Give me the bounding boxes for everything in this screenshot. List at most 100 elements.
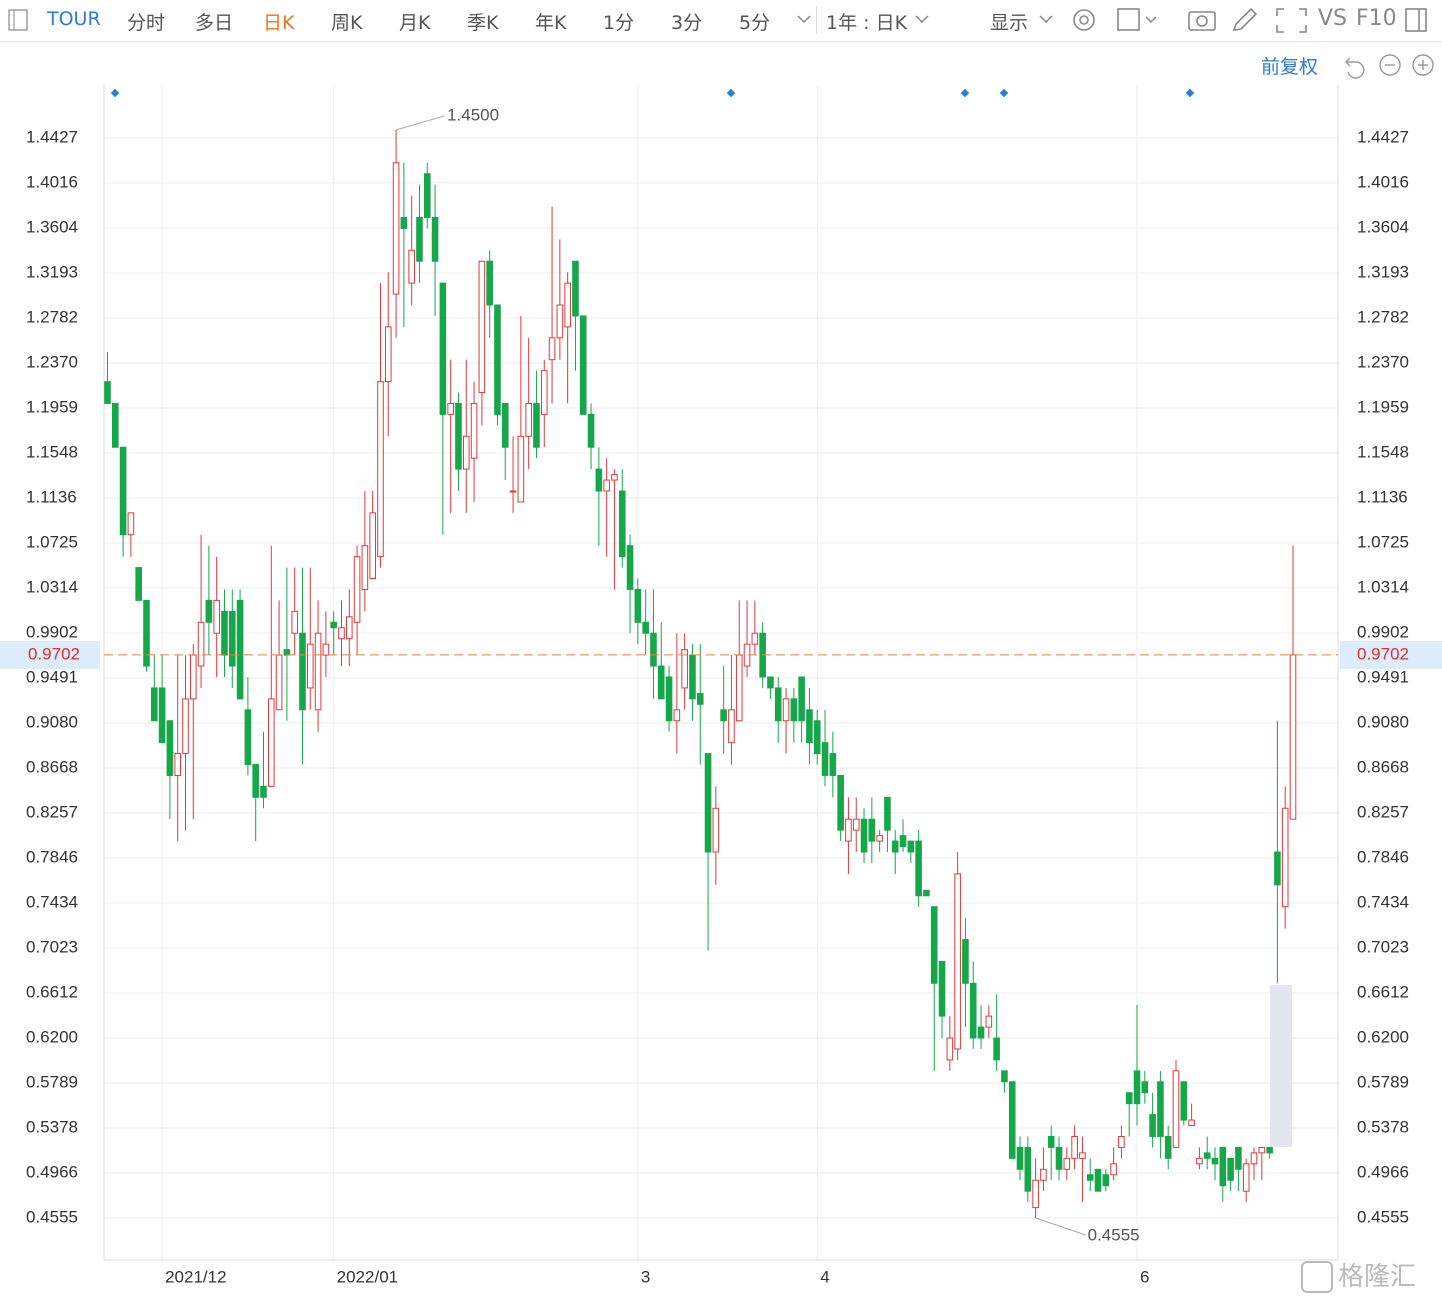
period-tab[interactable]: 周K: [331, 12, 363, 34]
candle-body: [1016, 1146, 1024, 1170]
y-tick-label: 0.8668: [26, 757, 78, 776]
period-tab[interactable]: 多日: [195, 12, 234, 34]
candle-body: [595, 468, 603, 492]
candle-body: [712, 807, 720, 853]
candle-body: [728, 709, 735, 744]
candle-body: [790, 698, 798, 722]
candle-body: [291, 610, 298, 634]
y-tick-label: 1.2782: [26, 307, 78, 326]
candle-body: [182, 698, 189, 755]
candle-body: [572, 260, 579, 317]
event-marker: [960, 88, 970, 98]
candle-body: [985, 1015, 993, 1028]
candle-body: [400, 216, 408, 229]
candle-body: [579, 315, 587, 415]
period-tab[interactable]: 分时: [127, 12, 166, 34]
y2-tick-label: 1.0725: [1357, 532, 1409, 551]
candle-body: [1281, 807, 1289, 908]
watermark-logo: [1301, 1261, 1333, 1293]
candle-body: [946, 1037, 954, 1061]
x-tick-label: 2022/01: [337, 1267, 398, 1286]
candle-body: [1203, 1152, 1211, 1159]
y-tick-label: 0.4555: [26, 1207, 78, 1226]
y2-tick-label: 0.4555: [1357, 1207, 1409, 1226]
candle-body: [166, 720, 174, 776]
candle-body: [455, 402, 462, 470]
candle-body: [1242, 1163, 1250, 1192]
candle-body: [837, 774, 844, 831]
y2-tick-label: 1.1548: [1357, 442, 1409, 461]
candle-body: [1133, 1070, 1141, 1105]
zoom-icons[interactable]: [1342, 50, 1442, 80]
y2-tick-label: 1.3193: [1357, 262, 1409, 281]
tool-icons[interactable]: [1062, 0, 1442, 40]
menu-icon[interactable]: [6, 0, 36, 40]
period-tab[interactable]: 年K: [535, 12, 567, 34]
event-marker: [999, 88, 1009, 98]
max-label: 1.4500: [447, 105, 499, 124]
candle-body: [283, 649, 291, 656]
y-tick-label: 1.1548: [26, 442, 78, 461]
candle-body: [1289, 654, 1297, 820]
x-tick-label: 3: [641, 1267, 650, 1286]
candle-body: [1040, 1168, 1047, 1181]
y-tick-label: 0.7434: [26, 892, 78, 911]
x-tick-label: 2021/12: [165, 1267, 226, 1286]
y2-tick-label: 1.4016: [1357, 172, 1409, 191]
candle-body: [1157, 1081, 1164, 1137]
candle-body: [1024, 1146, 1032, 1192]
candle-body: [1274, 851, 1281, 886]
candle-body: [174, 753, 181, 776]
candle-body: [1094, 1168, 1102, 1192]
y-tick-label: 0.5789: [26, 1072, 78, 1091]
candle-body: [353, 556, 361, 623]
display-select[interactable]: 显示: [990, 12, 1029, 34]
candle-body: [626, 545, 634, 590]
candle-body: [408, 249, 415, 284]
period-tab[interactable]: 1分: [603, 12, 635, 34]
candle-body: [1188, 1119, 1195, 1127]
candle-body: [1125, 1092, 1133, 1105]
candle-body: [1250, 1152, 1258, 1165]
candle-body: [1032, 1179, 1039, 1209]
period-tab[interactable]: 日K: [263, 12, 295, 34]
candle-body: [689, 654, 696, 700]
candle-body: [338, 627, 345, 640]
y-tick-label: 1.2370: [26, 352, 78, 371]
candle-body: [564, 282, 571, 328]
y2-tick-label: 0.7434: [1357, 892, 1409, 911]
y-tick-label: 0.6200: [26, 1028, 78, 1047]
last-price-label: 0.9702: [28, 644, 80, 663]
range-select[interactable]: 1年 : 日K: [826, 12, 908, 34]
event-marker: [1185, 88, 1195, 98]
display-chevron[interactable]: [1038, 0, 1054, 40]
period-tab[interactable]: 3分: [671, 12, 703, 34]
candle-body: [696, 692, 704, 705]
candle-body: [377, 381, 384, 558]
y-tick-label: 1.1959: [26, 397, 78, 416]
candle-body: [416, 216, 423, 262]
period-tab[interactable]: 月K: [399, 12, 431, 34]
candle-body: [603, 479, 610, 492]
vs-button[interactable]: VS: [1318, 6, 1348, 31]
candle-body: [751, 632, 759, 645]
period-tab[interactable]: 5分: [739, 12, 771, 34]
candle-body: [1196, 1157, 1203, 1165]
symbol[interactable]: TOUR: [47, 8, 101, 30]
candle-body: [306, 643, 314, 689]
candle-body: [930, 906, 938, 984]
more-chevron[interactable]: [796, 0, 812, 40]
candle-body: [1266, 1146, 1273, 1154]
adjust-select[interactable]: 前复权: [1261, 56, 1319, 78]
candle-body: [533, 402, 540, 448]
candle-body: [509, 490, 517, 493]
f10-button[interactable]: F10: [1356, 6, 1397, 31]
range-chevron[interactable]: [914, 0, 930, 40]
candle-body: [852, 818, 860, 831]
candle-body: [938, 960, 946, 1017]
period-tab[interactable]: 季K: [467, 12, 499, 34]
candle-body: [876, 835, 883, 842]
candle-body: [759, 632, 766, 678]
y2-tick-label: 0.6200: [1357, 1028, 1409, 1047]
